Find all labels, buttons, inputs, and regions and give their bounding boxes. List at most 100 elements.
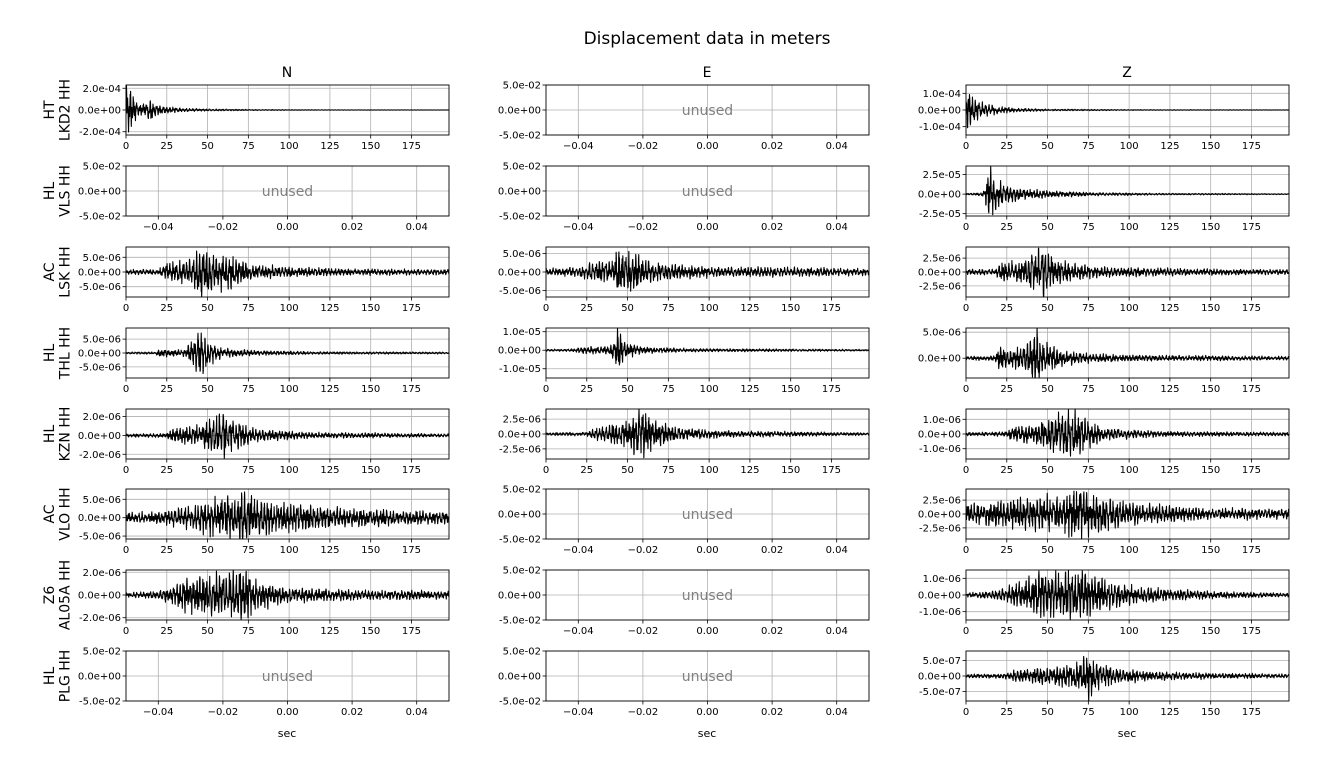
x-tick-label: 125	[320, 141, 339, 152]
axes-frame	[125, 650, 450, 702]
y-tick-label: -1.0e-06	[919, 607, 961, 618]
row-label-line: AL05A HH	[57, 560, 73, 630]
figure-title: Displacement data in meters	[584, 29, 831, 49]
y-tick-label: 0.0e+00	[78, 431, 121, 442]
axes-frame	[965, 569, 1290, 621]
subplot-r6-c0: 0 25 50 75 100 125 150 175 -2.0e-06 0.0e+00 2.0e-0…	[42, 560, 450, 637]
y-tick-label: 0.0e+00	[78, 268, 121, 279]
y-tick-label: 5.0e-02	[83, 647, 121, 658]
y-tick-label: -5.0e-06	[79, 362, 121, 373]
x-tick-label: 175	[822, 384, 841, 395]
x-tick-label: 150	[361, 465, 380, 476]
y-tick-label: -5.0e-02	[499, 616, 541, 627]
subplot-r0-c0: 0 25 50 75 100 125 150 175 -2.0e-04 0.0e+00 2.0e-0…	[42, 79, 450, 152]
x-tick-label: 0	[963, 545, 969, 556]
y-tick-label: -2.5e-05	[919, 209, 961, 220]
x-tick-label: 0.02	[761, 626, 783, 637]
x-tick-label: 175	[1242, 384, 1261, 395]
y-tick-label: 0.0e+00	[498, 430, 541, 441]
row-label-line: KZN HH	[57, 407, 73, 462]
x-tick-label: 0.04	[826, 707, 848, 718]
subplot-r3-c0: 0 25 50 75 100 125 150 175 -5.0e-06 0.0e+00 5.0e-0…	[42, 327, 450, 395]
y-tick-label: 0.0e+00	[498, 672, 541, 683]
axes-frame	[125, 488, 450, 540]
axes-frame	[125, 84, 450, 136]
x-tick-label: 150	[1201, 707, 1220, 718]
x-tick-label: 25	[1000, 545, 1013, 556]
x-tick-label: 175	[402, 303, 421, 314]
x-tick-label: 75	[1082, 707, 1095, 718]
x-tick-label: 75	[1082, 303, 1095, 314]
x-tick-label: 125	[1160, 222, 1179, 233]
subplot-r1-c0: −0.04 −0.02 0.00 0.02 0.04 -5.0e-02 0.0e+00 5.0…	[42, 162, 450, 233]
x-tick-label: 0	[123, 465, 129, 476]
x-tick-label: 75	[1082, 222, 1095, 233]
x-tick-label: 0	[123, 303, 129, 314]
waveform-line	[965, 490, 1290, 540]
y-tick-label: -2.0e-06	[79, 450, 121, 461]
row-label-line: HL	[42, 425, 58, 444]
x-tick-label: 25	[580, 384, 593, 395]
x-tick-label: 50	[201, 384, 214, 395]
x-tick-label: 150	[1201, 222, 1220, 233]
x-tick-label: 75	[242, 545, 255, 556]
x-tick-label: 25	[1000, 303, 1013, 314]
x-tick-label: −0.02	[628, 222, 659, 233]
y-tick-label: -2.5e-06	[499, 444, 541, 455]
y-tick-label: 0.0e+00	[78, 106, 121, 117]
subplot-r7-c1: −0.04 −0.02 0.00 0.02 0.04 -5.0e-02 0.0e+00 5.0…	[498, 647, 870, 718]
y-tick-label: 2.5e-06	[923, 254, 961, 265]
y-tick-label: -2.0e-04	[79, 127, 121, 138]
x-tick-label: 100	[280, 384, 299, 395]
x-tick-label: 100	[1120, 545, 1139, 556]
y-tick-label: 2.5e-06	[923, 496, 961, 507]
x-tick-label: 0.04	[406, 707, 428, 718]
y-tick-label: 0.0e+00	[918, 510, 961, 521]
x-tick-label: 25	[1000, 222, 1013, 233]
x-tick-label: 50	[201, 626, 214, 637]
x-tick-label: −0.02	[628, 545, 659, 556]
axes-frame	[545, 650, 870, 702]
subplot-r4-c1: 0 25 50 75 100 125 150 175 -2.5e-06 0.0e+00 2.5e-0…	[498, 408, 870, 476]
row-label: Z6AL05A HH	[42, 560, 73, 630]
x-tick-label: 175	[402, 465, 421, 476]
x-axis-label-z: sec	[1118, 727, 1137, 740]
x-tick-label: 150	[781, 384, 800, 395]
x-tick-label: 0	[963, 141, 969, 152]
y-tick-label: 5.0e-02	[503, 647, 541, 658]
panels-group: 0 25 50 75 100 125 150 175 -2.0e-04 0.0e+00 2.0e-0…	[42, 79, 1290, 718]
y-tick-label: 0.0e+00	[918, 354, 961, 365]
x-tick-label: 150	[1201, 626, 1220, 637]
y-tick-label: -2.0e-06	[79, 613, 121, 624]
y-tick-label: 0.0e+00	[498, 510, 541, 521]
x-tick-label: −0.04	[143, 222, 174, 233]
x-tick-label: 0	[123, 626, 129, 637]
x-tick-label: 100	[1120, 707, 1139, 718]
y-tick-label: 0.0e+00	[918, 591, 961, 602]
row-label-line: AC	[42, 262, 58, 281]
x-tick-label: 75	[242, 303, 255, 314]
x-tick-label: 75	[242, 465, 255, 476]
x-tick-label: 25	[1000, 465, 1013, 476]
axes-frame	[965, 650, 1290, 702]
row-label-line: VLS HH	[57, 165, 73, 217]
x-tick-label: 100	[1120, 626, 1139, 637]
x-tick-label: 0.04	[826, 141, 848, 152]
unused-label: unused	[682, 669, 733, 685]
waveform-line	[965, 247, 1290, 298]
x-tick-label: 0	[123, 384, 129, 395]
x-tick-label: 0	[543, 384, 549, 395]
x-tick-label: 0.00	[696, 626, 718, 637]
x-tick-label: 100	[1120, 303, 1139, 314]
subplot-r1-c1: −0.04 −0.02 0.00 0.02 0.04 -5.0e-02 0.0e+00 5.0…	[498, 162, 870, 233]
x-tick-label: 50	[1041, 626, 1054, 637]
y-tick-label: -5.0e-02	[499, 212, 541, 223]
y-tick-label: -5.0e-02	[79, 212, 121, 223]
x-tick-label: −0.02	[628, 626, 659, 637]
x-tick-label: 175	[402, 626, 421, 637]
waveform-line	[545, 408, 870, 459]
axes-frame	[545, 327, 870, 379]
unused-label: unused	[682, 184, 733, 200]
x-tick-label: 150	[361, 626, 380, 637]
x-tick-label: 25	[1000, 384, 1013, 395]
